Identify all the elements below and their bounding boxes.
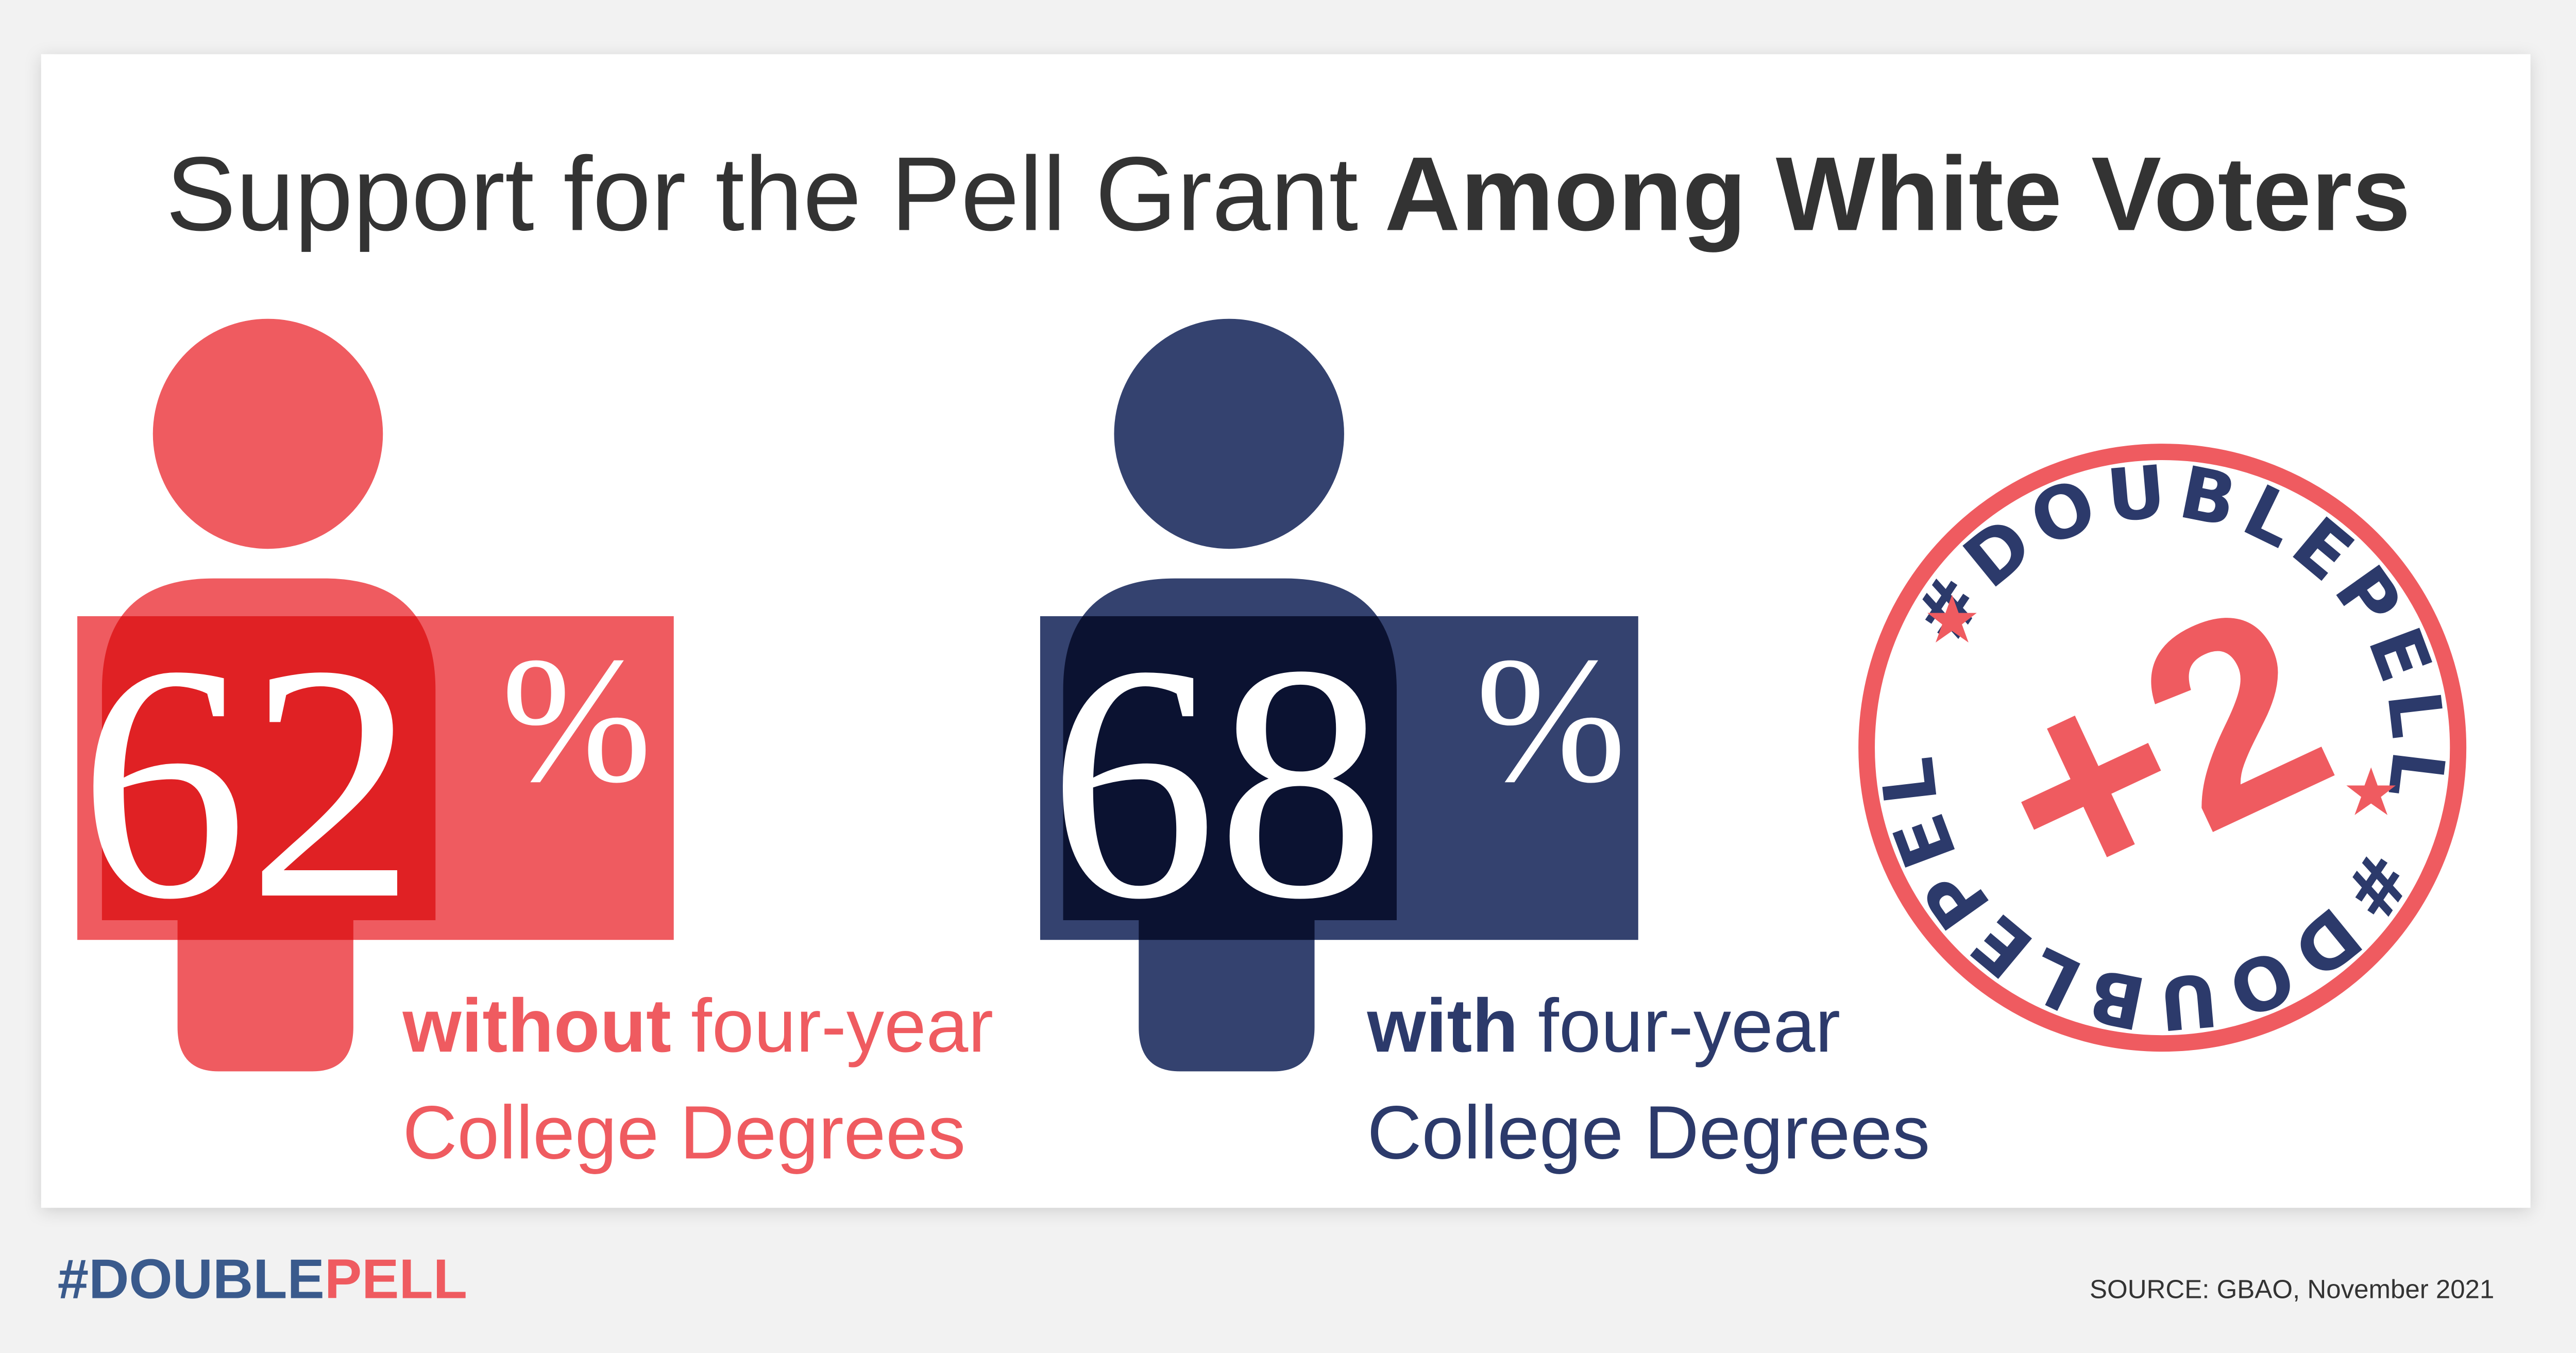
stat-value: 62 — [79, 596, 416, 969]
footer-hashtag-left: #DOUBLE — [58, 1247, 325, 1310]
source: SOURCE: GBAO, November 2021 — [2090, 1274, 2494, 1304]
stat-unit: % — [1476, 619, 1626, 820]
footer-hashtag: #DOUBLEPELL — [58, 1247, 467, 1310]
star — [2346, 767, 2396, 815]
title: Support for the Pell Grant Among White Vo… — [166, 135, 2411, 252]
stat-unit: % — [501, 619, 652, 820]
caption-light: four-year — [1538, 984, 1840, 1068]
stat-value: 68 — [1048, 596, 1385, 969]
caption-light: four-year — [691, 984, 993, 1068]
stat-box — [1040, 616, 1638, 940]
caption-line2: College Degrees — [1367, 1090, 1930, 1175]
title-light: Support for the Pell Grant — [166, 135, 1358, 252]
caption: with four-year — [1367, 984, 1841, 1068]
stat-box — [77, 616, 674, 940]
caption-line2: College Degrees — [403, 1090, 966, 1175]
caption-bold: without — [402, 984, 671, 1068]
person-head — [1114, 318, 1344, 549]
badge-ring — [1858, 444, 2467, 1052]
title-bold: Among White Voters — [1384, 135, 2411, 252]
caption: without four-year — [402, 984, 994, 1068]
star — [1927, 595, 1977, 642]
caption-bold: with — [1367, 984, 1518, 1068]
footer-hashtag-right: PELL — [325, 1247, 467, 1310]
person-head — [152, 318, 383, 549]
